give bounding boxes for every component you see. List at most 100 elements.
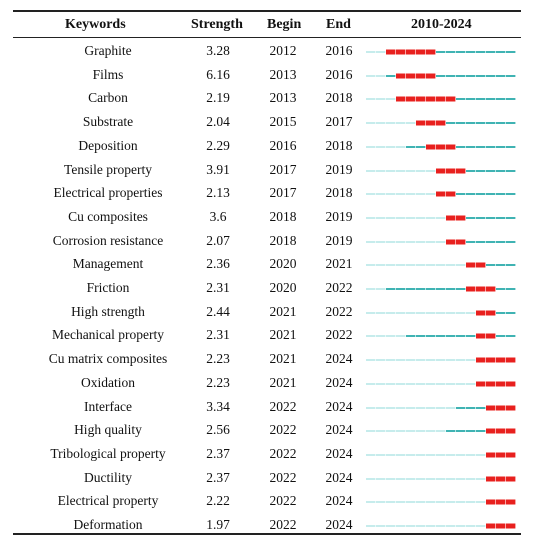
burst-segment [406,96,416,102]
inactive-segment [386,311,396,314]
burst-timeline [366,215,516,221]
inactive-segment [416,311,426,314]
inactive-segment [376,406,386,409]
inactive-segment [456,264,466,267]
present-segment [466,145,476,148]
present-segment [476,51,486,53]
inactive-segment [406,264,416,267]
begin-cell: 2013 [269,66,297,82]
begin-cell: 2020 [269,256,297,272]
inactive-segment [376,288,386,290]
inactive-segment [366,122,376,125]
inactive-segment [386,216,396,219]
inactive-segment [446,453,456,456]
burst-segment [496,405,506,410]
begin-cell: 2013 [269,90,297,106]
burst-timeline [366,144,516,150]
keyword-cell: Management [72,256,144,272]
burst-segment [446,96,456,102]
inactive-segment [476,501,486,504]
table-row: Substrate 2.04 2015 2017 [13,111,521,135]
begin-cell: 2021 [269,351,297,367]
keyword-cell: Friction [86,280,130,295]
inactive-segment [436,525,446,527]
keyword-cell: Deformation [73,517,143,532]
present-segment [426,335,436,338]
inactive-segment [396,240,406,243]
burst-segment [436,120,446,126]
burst-timeline [366,405,516,410]
burst-segment [406,73,416,79]
burst-segment [406,49,416,55]
end-cell: 2019 [325,208,353,224]
burst-segment [426,144,436,150]
begin-cell: 2018 [269,232,297,248]
inactive-segment [416,240,426,243]
end-cell: 2019 [325,161,353,177]
present-segment [486,193,496,196]
end-cell: 2024 [325,351,353,367]
present-segment [466,74,476,77]
present-segment [436,288,446,290]
table-row: Electrical property 2.22 2022 2024 [13,490,521,514]
begin-cell: 2020 [269,280,297,295]
present-segment [496,145,506,148]
burst-segment [416,120,426,126]
inactive-segment [386,430,396,433]
begin-cell: 2015 [269,114,297,130]
table-row: Corrosion resistance 2.07 2018 2019 [13,230,521,254]
inactive-segment [366,145,376,148]
inactive-segment [466,382,476,385]
burst-segment [486,357,496,363]
inactive-segment [366,382,376,385]
inactive-segment [426,216,436,219]
inactive-segment [446,382,456,385]
present-segment [436,74,446,77]
inactive-segment [386,169,396,172]
table-row: Graphite 3.28 2012 2016 [13,40,521,64]
inactive-segment [406,453,416,456]
present-segment [506,98,516,101]
table-row: Tribological property 2.37 2022 2024 [13,443,521,467]
burst-segment [436,144,446,150]
present-segment [456,335,466,338]
inactive-segment [366,240,376,243]
inactive-segment [386,122,396,125]
burst-segment [486,499,496,505]
inactive-segment [456,501,466,504]
burst-segment [476,310,486,316]
present-segment [466,406,476,409]
inactive-segment [386,477,396,480]
begin-cell: 2017 [269,161,297,177]
inactive-segment [366,430,376,433]
present-segment [396,288,406,290]
inactive-segment [456,311,466,314]
present-segment [406,145,416,148]
strength-cell: 2.56 [206,422,230,438]
end-cell: 2017 [325,114,353,130]
burst-timeline [366,476,516,482]
inactive-segment [396,145,406,148]
end-cell: 2018 [325,137,353,153]
burst-timeline [366,262,516,268]
strength-cell: 2.07 [206,232,230,248]
keyword-cell: Mechanical property [51,327,165,343]
begin-cell: 2022 [269,398,297,414]
present-segment [456,193,466,196]
present-segment [486,240,496,243]
inactive-segment [376,453,386,456]
inactive-segment [436,311,446,314]
strength-cell: 2.37 [206,469,230,485]
burst-segment [496,499,506,505]
inactive-segment [406,477,416,480]
inactive-segment [366,525,376,527]
present-segment [496,264,506,267]
present-segment [456,98,466,101]
present-segment [496,74,506,77]
burst-timeline [366,381,516,387]
burst-segment [396,73,406,79]
inactive-segment [376,359,386,362]
inactive-segment [426,477,436,480]
burst-segment [506,499,516,505]
present-segment [476,430,486,433]
